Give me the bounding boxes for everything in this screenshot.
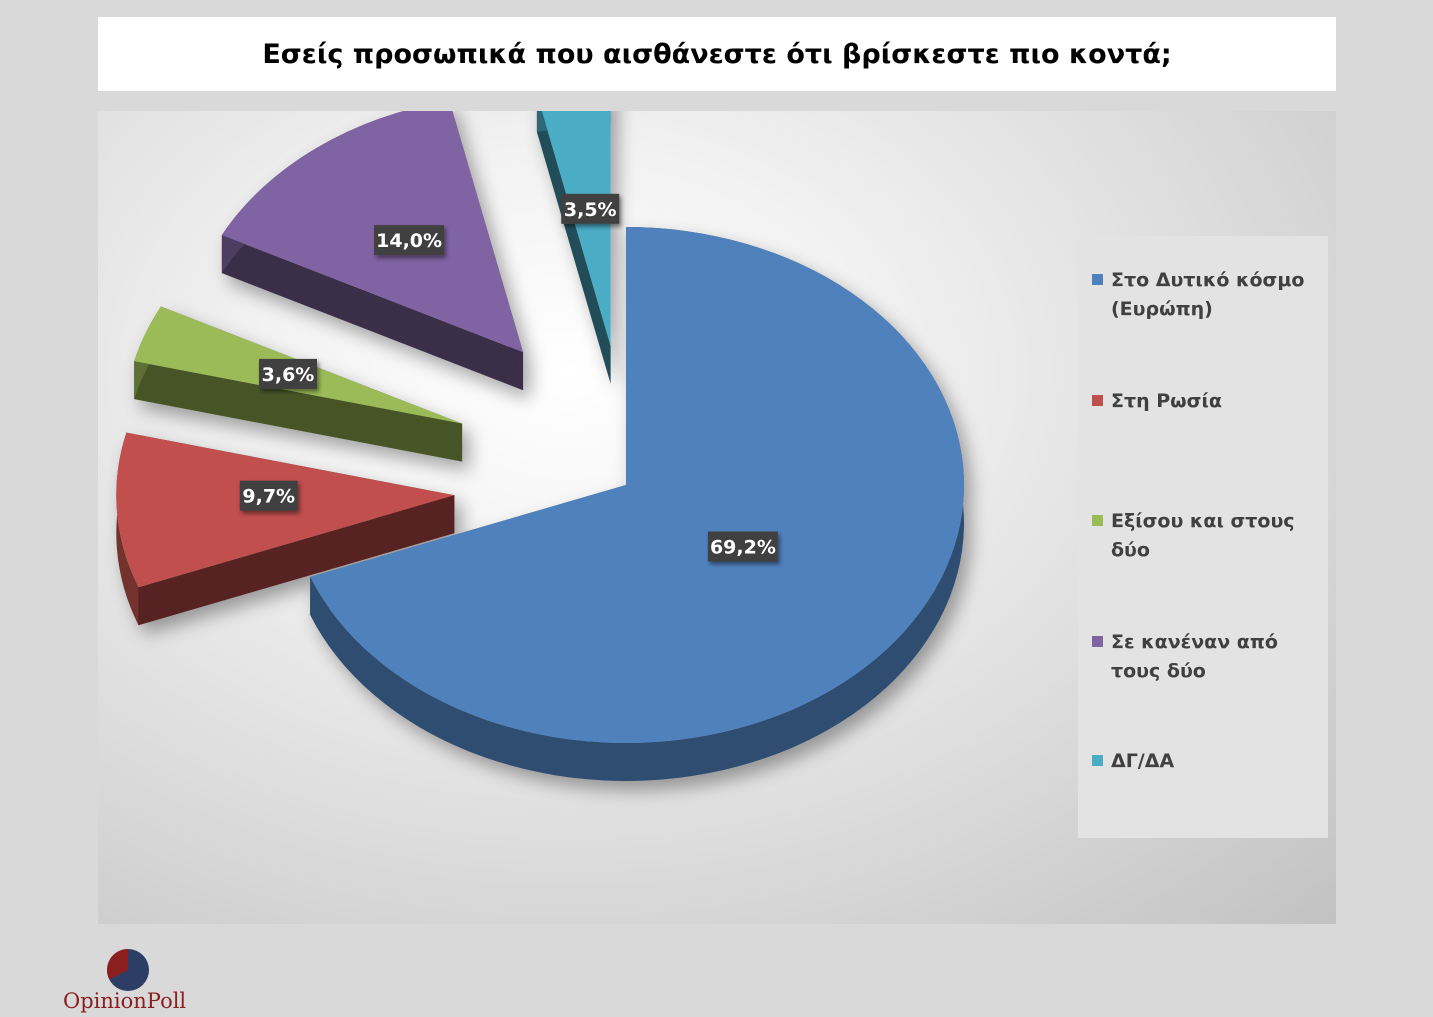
pie-chart: 3,5% 14,0% 3,6% 69,2% 9,7% bbox=[116, 111, 965, 781]
chart-area: 3,5% 14,0% 3,6% 69,2% 9,7% Στο Δυτικό κόσμο … bbox=[98, 111, 1336, 924]
slice-top-face bbox=[221, 111, 524, 353]
data-label-text: 14,0% bbox=[376, 230, 442, 252]
data-label-dk-na: 3,5% bbox=[561, 193, 620, 224]
opinionpoll-logo: OpinionPoll bbox=[63, 948, 193, 1016]
slice-edge-wall bbox=[221, 235, 524, 391]
legend-item-both: Εξίσου και στους δύο bbox=[1092, 507, 1326, 565]
data-label-neither: 14,0% bbox=[374, 225, 445, 256]
legend-label-both: Εξίσου και στους δύο bbox=[1111, 510, 1295, 561]
data-label-text: 9,7% bbox=[242, 486, 295, 508]
legend-item-dk-na: ΔΓ/ΔΑ bbox=[1092, 747, 1326, 776]
data-label-text: 69,2% bbox=[710, 536, 776, 558]
legend-swatch-west bbox=[1092, 274, 1103, 285]
data-label-box bbox=[707, 531, 778, 562]
legend-label-west: Στο Δυτικό κόσμο (Ευρώπη) bbox=[1111, 269, 1305, 320]
data-label-box bbox=[561, 193, 620, 224]
legend: Στο Δυτικό κόσμο (Ευρώπη) Στη Ρωσία Εξίσ… bbox=[1078, 236, 1328, 838]
data-label-box bbox=[239, 480, 298, 511]
slice-top-face bbox=[310, 227, 965, 744]
data-label-text: 3,5% bbox=[564, 199, 617, 221]
logo-mark-icon bbox=[107, 949, 149, 991]
pie-slice-west bbox=[310, 227, 965, 781]
legend-label-neither: Σε κανέναν από τους δύο bbox=[1111, 631, 1278, 682]
legend-label-russia: Στη Ρωσία bbox=[1111, 390, 1222, 412]
data-label-west: 69,2% bbox=[707, 531, 778, 562]
legend-swatch-russia bbox=[1092, 395, 1103, 406]
pie-slice-dk-na bbox=[536, 111, 611, 384]
pie-slice-neither bbox=[221, 111, 524, 391]
legend-item-russia: Στη Ρωσία bbox=[1092, 387, 1326, 416]
data-label-box bbox=[258, 358, 317, 389]
legend-swatch-both bbox=[1092, 515, 1103, 526]
slice-edge-wall bbox=[134, 361, 463, 462]
data-label-both: 3,6% bbox=[258, 358, 317, 389]
legend-item-west: Στο Δυτικό κόσμο (Ευρώπη) bbox=[1092, 266, 1326, 324]
slice-edge-wall bbox=[536, 111, 611, 384]
data-label-text: 3,6% bbox=[262, 364, 315, 386]
data-label-russia: 9,7% bbox=[239, 480, 298, 511]
legend-item-neither: Σε κανέναν από τους δύο bbox=[1092, 628, 1326, 686]
chart-title: Εσείς προσωπικά που αισθάνεστε ότι βρίσκ… bbox=[262, 38, 1172, 70]
legend-label-dk-na: ΔΓ/ΔΑ bbox=[1111, 750, 1175, 772]
legend-swatch-dk-na bbox=[1092, 755, 1103, 766]
data-label-box bbox=[374, 225, 445, 256]
title-banner: Εσείς προσωπικά που αισθάνεστε ότι βρίσκ… bbox=[98, 17, 1336, 91]
logo-text: OpinionPoll bbox=[63, 989, 187, 1013]
legend-swatch-neither bbox=[1092, 636, 1103, 647]
slice-edge-wall bbox=[138, 495, 455, 626]
